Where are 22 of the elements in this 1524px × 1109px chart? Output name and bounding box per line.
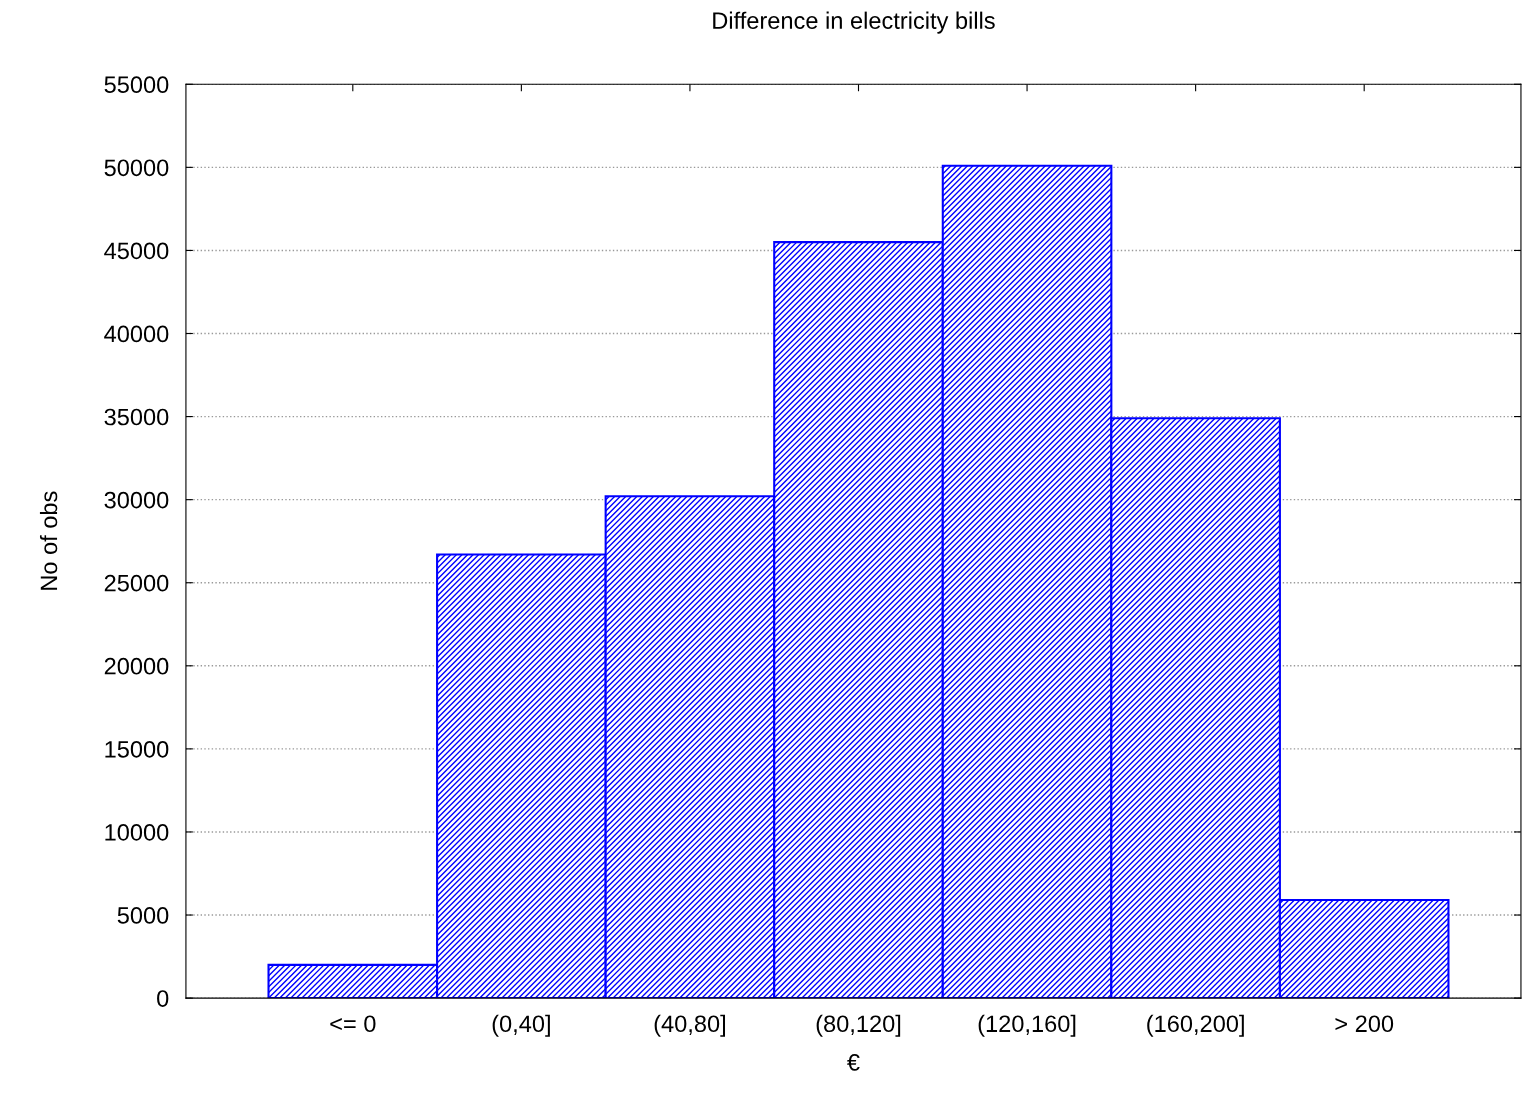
y-tick-label: 10000 — [105, 824, 169, 841]
y-axis-title: No of obs — [39, 491, 58, 590]
x-tick-label: (160,200] — [1147, 1014, 1244, 1037]
x-tick-label: <= 0 — [330, 1015, 376, 1033]
y-tick-label: 30000 — [104, 491, 169, 509]
x-axis-title: € — [847, 1054, 860, 1071]
x-tick-label: (0,40] — [492, 1014, 550, 1037]
chart-title: Difference in electricity bills — [713, 11, 995, 34]
x-tick-label: > 200 — [1335, 1015, 1394, 1033]
y-tick-label: 55000 — [104, 76, 169, 94]
y-tick-label: 40000 — [104, 325, 169, 343]
y-tick-label: 50000 — [104, 159, 169, 177]
y-tick-label: 35000 — [104, 408, 169, 426]
y-tick-label: 20000 — [104, 657, 169, 675]
x-tick-label: (40,80] — [654, 1014, 726, 1037]
x-tick-label: (120,160] — [978, 1014, 1076, 1037]
y-tick-label: 25000 — [104, 574, 169, 592]
y-tick-label: 45000 — [104, 242, 169, 260]
y-tick-label: 15000 — [105, 740, 169, 758]
x-tick-label: (80,120] — [816, 1014, 901, 1037]
y-tick-label: 0 — [157, 990, 169, 1007]
y-tick-label: 5000 — [117, 907, 169, 924]
